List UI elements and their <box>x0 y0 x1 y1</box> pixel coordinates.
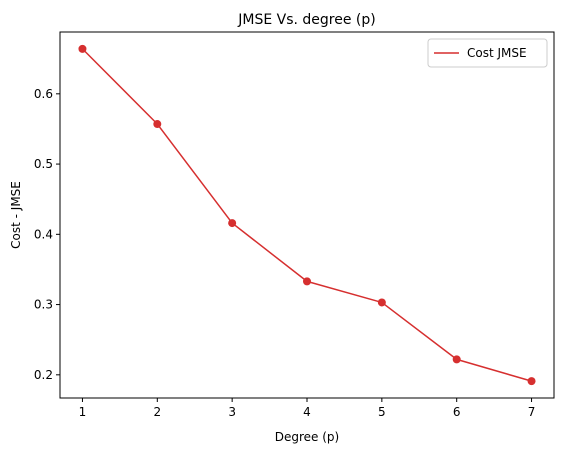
x-tick-label: 6 <box>453 405 461 419</box>
x-tick-label: 5 <box>378 405 386 419</box>
data-point <box>527 377 536 386</box>
data-point <box>452 355 461 364</box>
y-tick-label: 0.6 <box>34 87 53 101</box>
y-axis: 0.2 0.3 0.4 0.5 0.6 <box>34 87 60 382</box>
data-point <box>228 219 237 228</box>
plot-area <box>78 44 536 386</box>
x-tick-label: 3 <box>228 405 236 419</box>
x-tick-label: 1 <box>79 405 87 419</box>
x-axis: 1 2 3 4 5 6 7 <box>79 398 536 419</box>
data-point <box>303 277 311 286</box>
y-tick-label: 0.4 <box>34 227 53 241</box>
data-point <box>78 44 87 53</box>
x-tick-label: 2 <box>153 405 161 419</box>
x-tick-label: 4 <box>303 405 311 419</box>
y-tick-label: 0.5 <box>34 157 53 171</box>
x-tick-label: 7 <box>528 405 536 419</box>
legend: Cost JMSE <box>427 38 548 68</box>
series-line-cost-jmse <box>81 48 532 382</box>
chart-title: JMSE Vs. degree (p) <box>237 12 375 28</box>
legend-label-cost-jmse: Cost JMSE <box>467 46 527 60</box>
plot-frame <box>59 31 555 399</box>
data-point <box>377 298 386 307</box>
x-axis-label: Degree (p) <box>275 430 339 444</box>
y-axis-label: Cost - JMSE <box>9 181 23 249</box>
legend-box <box>427 38 548 68</box>
y-tick-label: 0.3 <box>34 298 53 312</box>
data-point <box>153 120 162 129</box>
y-tick-label: 0.2 <box>34 368 53 382</box>
